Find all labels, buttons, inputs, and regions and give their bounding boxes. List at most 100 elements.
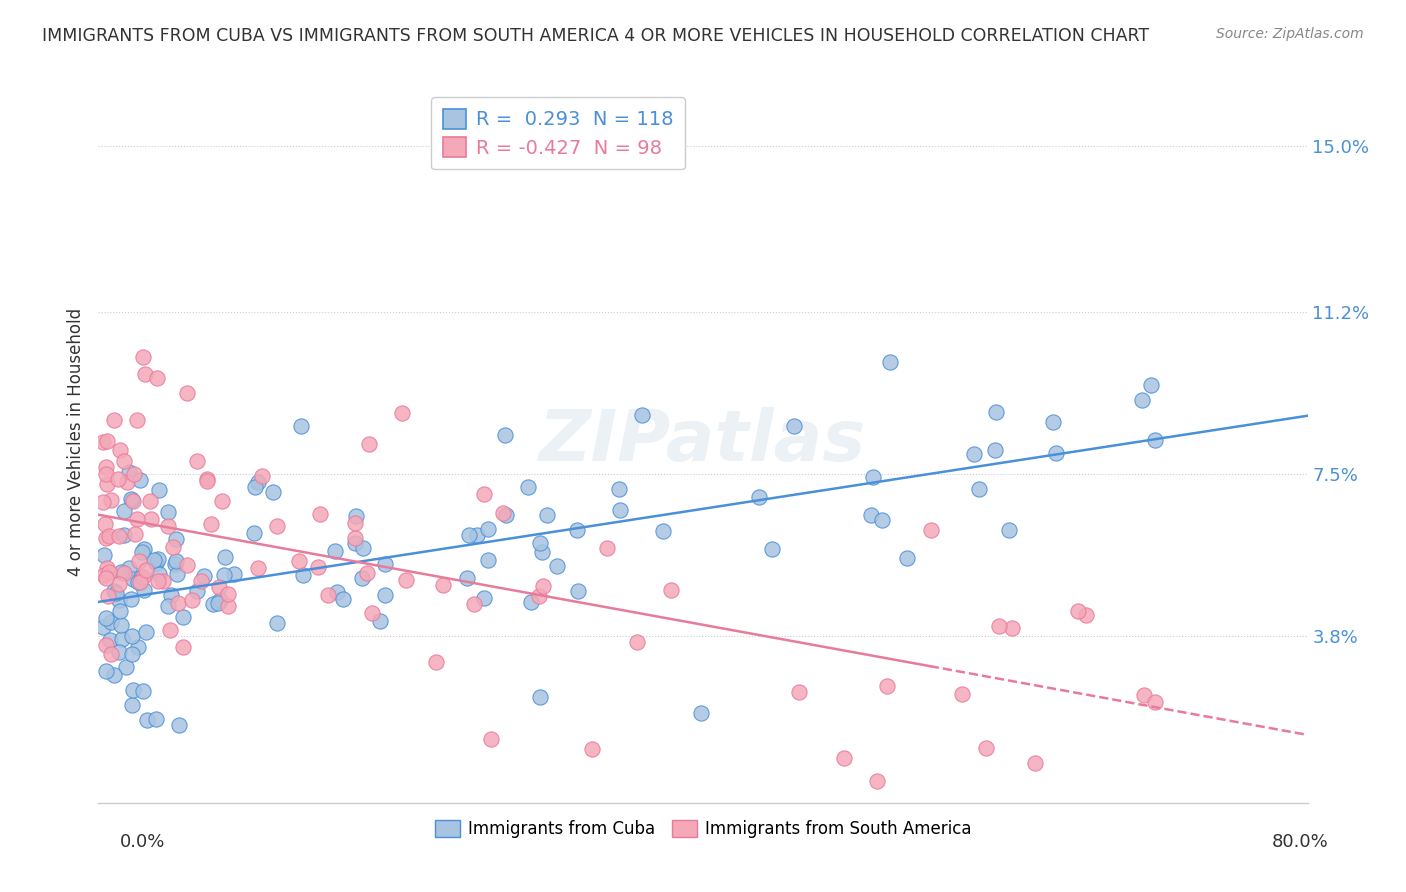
Point bbox=[607, 483, 630, 497]
Point bbox=[96, 434, 118, 449]
Point bbox=[129, 569, 152, 583]
Point bbox=[967, 482, 990, 496]
Point bbox=[361, 606, 384, 620]
Point bbox=[243, 480, 266, 494]
Point bbox=[94, 571, 117, 585]
Point bbox=[859, 508, 882, 523]
Point bbox=[326, 585, 349, 599]
Point bbox=[156, 518, 179, 533]
Point bbox=[145, 712, 167, 726]
Point bbox=[343, 516, 366, 530]
Point bbox=[98, 529, 121, 543]
Point bbox=[876, 679, 898, 693]
Point bbox=[495, 508, 517, 522]
Point bbox=[1074, 607, 1097, 622]
Point bbox=[172, 610, 194, 624]
Point bbox=[148, 567, 170, 582]
Point bbox=[207, 596, 229, 610]
Point bbox=[1133, 688, 1156, 702]
Point bbox=[122, 494, 145, 508]
Point bbox=[787, 685, 810, 699]
Point bbox=[143, 552, 166, 566]
Point bbox=[112, 504, 135, 518]
Point bbox=[247, 561, 270, 575]
Point bbox=[344, 531, 367, 545]
Text: ZIPatlas: ZIPatlas bbox=[540, 407, 866, 476]
Point bbox=[425, 655, 447, 669]
Point bbox=[120, 591, 142, 606]
Point bbox=[200, 517, 222, 532]
Point bbox=[356, 566, 378, 580]
Point bbox=[111, 632, 134, 646]
Point bbox=[243, 525, 266, 540]
Point bbox=[94, 531, 117, 545]
Point bbox=[963, 447, 986, 461]
Point bbox=[1130, 393, 1153, 408]
Text: Source: ZipAtlas.com: Source: ZipAtlas.com bbox=[1216, 27, 1364, 41]
Point bbox=[104, 586, 127, 600]
Point bbox=[652, 524, 675, 538]
Point bbox=[368, 614, 391, 628]
Point bbox=[96, 561, 118, 575]
Point bbox=[139, 494, 162, 508]
Point bbox=[463, 597, 485, 611]
Point bbox=[181, 592, 204, 607]
Point bbox=[98, 632, 121, 647]
Point bbox=[520, 595, 543, 609]
Point bbox=[374, 588, 396, 602]
Point bbox=[107, 472, 129, 486]
Point bbox=[127, 640, 149, 655]
Point bbox=[94, 638, 117, 652]
Point bbox=[110, 604, 132, 618]
Point bbox=[984, 442, 1007, 457]
Point bbox=[316, 588, 339, 602]
Point bbox=[176, 385, 198, 400]
Point bbox=[93, 568, 115, 582]
Point bbox=[197, 474, 219, 488]
Point bbox=[567, 523, 589, 537]
Point bbox=[172, 640, 194, 654]
Point bbox=[91, 495, 114, 509]
Point bbox=[100, 493, 122, 508]
Point bbox=[1001, 621, 1024, 635]
Point bbox=[157, 505, 180, 519]
Point bbox=[146, 552, 169, 566]
Point bbox=[125, 512, 148, 526]
Point bbox=[530, 545, 553, 559]
Point bbox=[132, 570, 155, 584]
Point bbox=[128, 473, 150, 487]
Point bbox=[94, 516, 117, 531]
Point bbox=[209, 593, 232, 607]
Point bbox=[122, 682, 145, 697]
Point bbox=[262, 485, 284, 500]
Point bbox=[112, 528, 135, 542]
Point bbox=[546, 559, 568, 574]
Point bbox=[148, 483, 170, 497]
Point bbox=[91, 434, 114, 449]
Point bbox=[1067, 604, 1090, 618]
Point bbox=[195, 472, 218, 486]
Point bbox=[207, 580, 229, 594]
Point bbox=[896, 551, 918, 566]
Point bbox=[132, 683, 155, 698]
Point bbox=[974, 741, 997, 756]
Point bbox=[689, 706, 711, 721]
Point bbox=[100, 648, 122, 662]
Point bbox=[332, 592, 354, 607]
Point bbox=[266, 616, 288, 631]
Point bbox=[479, 731, 502, 746]
Point bbox=[323, 544, 346, 558]
Point bbox=[456, 571, 478, 585]
Point bbox=[152, 574, 174, 589]
Point bbox=[156, 599, 179, 614]
Point bbox=[176, 558, 198, 572]
Point bbox=[308, 507, 330, 521]
Point bbox=[121, 493, 143, 508]
Point bbox=[217, 587, 239, 601]
Point bbox=[121, 647, 143, 661]
Point bbox=[103, 668, 125, 682]
Point bbox=[217, 599, 239, 613]
Text: 80.0%: 80.0% bbox=[1272, 833, 1329, 851]
Point bbox=[107, 577, 129, 591]
Point bbox=[145, 371, 167, 385]
